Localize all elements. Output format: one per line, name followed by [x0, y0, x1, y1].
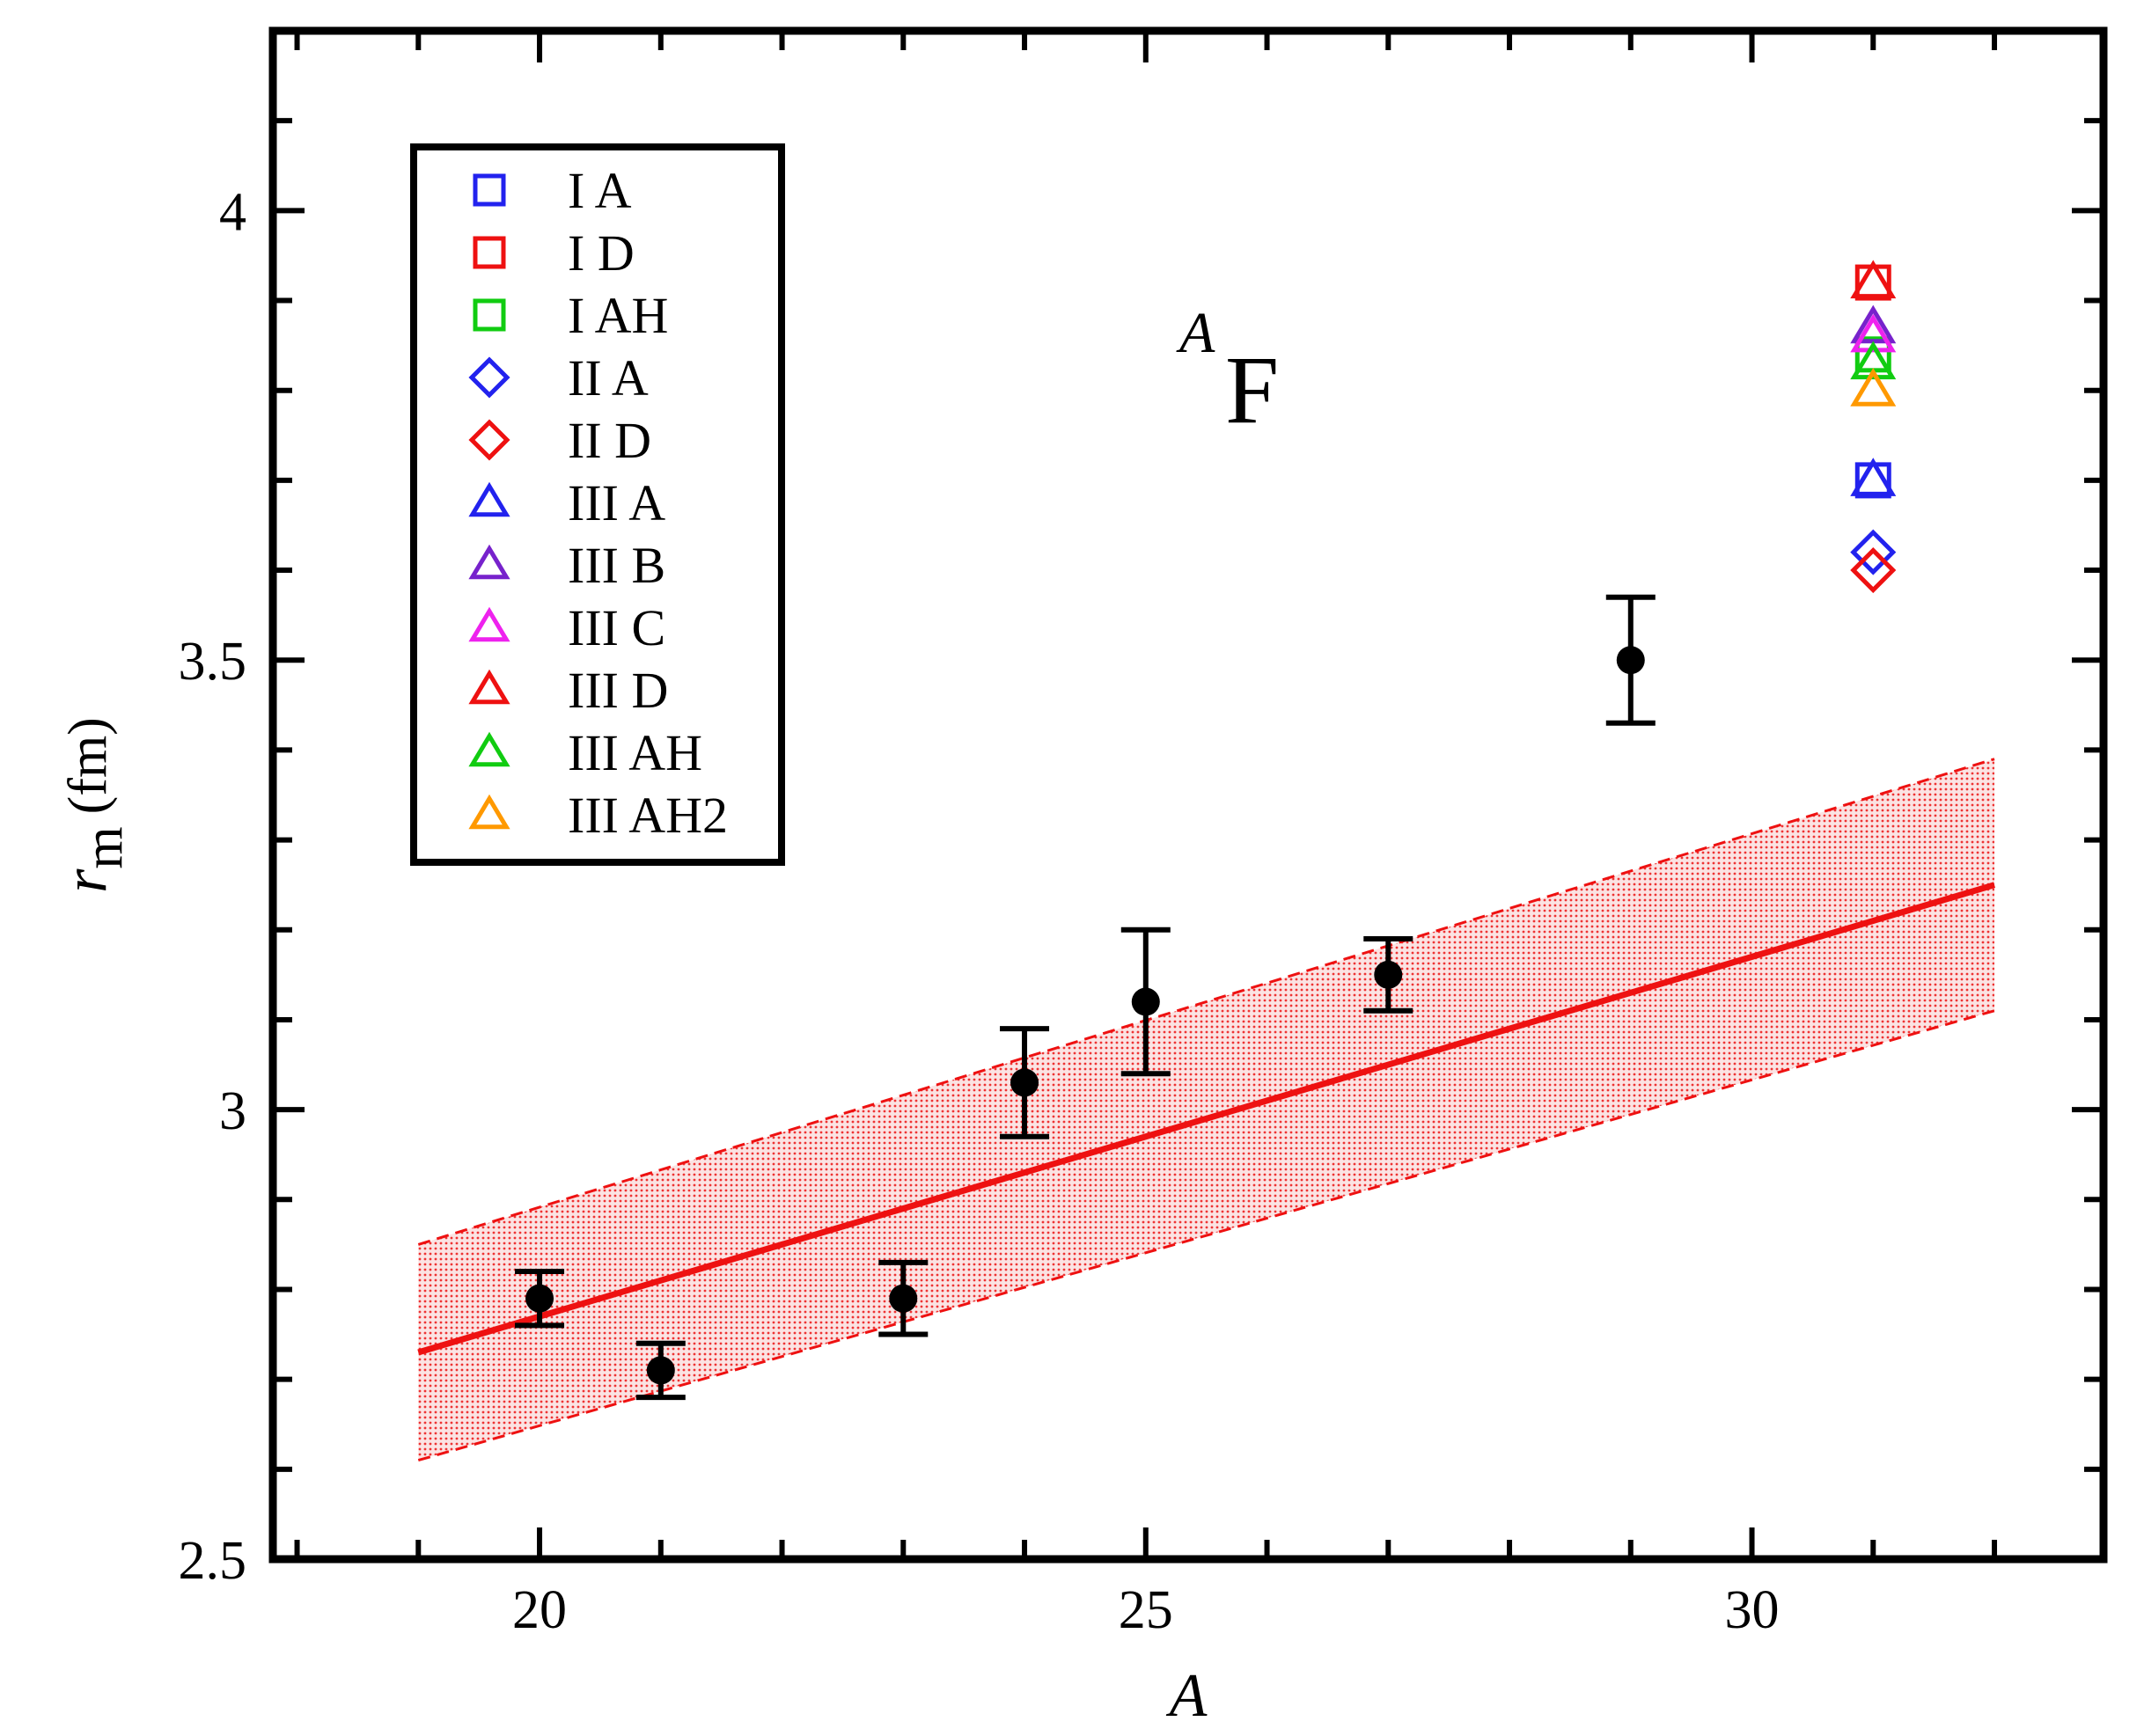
experiment-point [635, 1340, 686, 1401]
legend-entry: II A [468, 349, 649, 407]
legend-label: I AH [568, 287, 668, 344]
y-tick-label: 2.5 [179, 1531, 247, 1591]
experiment-point [1000, 1026, 1050, 1139]
legend-label: III B [568, 537, 665, 594]
data-point [525, 1284, 554, 1313]
uncertainty-band [418, 758, 1995, 1461]
y-tick-label: 4 [219, 182, 246, 242]
legend-marker [468, 356, 510, 399]
experiment-point [1120, 927, 1171, 1077]
legend-entry: III C [468, 599, 665, 656]
legend-label: II D [568, 412, 651, 469]
legend-label: I A [568, 162, 632, 219]
marker-ii-a [1850, 529, 1897, 575]
legend-entry: III A [468, 474, 665, 531]
experiment-point [1605, 594, 1656, 726]
legend-marker [468, 544, 510, 580]
data-point [1374, 960, 1403, 989]
y-axis-symbol: r [52, 868, 120, 893]
legend-entry: I AH [473, 287, 668, 344]
marker-iii-ah [1850, 341, 1897, 380]
legend-label: III A [568, 474, 665, 531]
y-tick-label: 3 [219, 1081, 246, 1141]
experiment-layer [515, 594, 1656, 1401]
band-lower-edge [417, 1009, 1995, 1462]
legend-entry: III B [468, 537, 665, 594]
legend-marker [468, 481, 510, 517]
legend-entry: III AH2 [468, 787, 728, 844]
legend-marker [468, 794, 510, 830]
data-point [1131, 987, 1160, 1016]
legend-marker [473, 173, 506, 207]
experiment-point [1363, 935, 1413, 1014]
data-point [1010, 1068, 1039, 1097]
data-point [1616, 646, 1645, 675]
panel-label-superscript: A [1176, 301, 1215, 365]
legend-marker [473, 236, 506, 269]
x-axis-title: A [1166, 1662, 1208, 1730]
fit-line [417, 882, 1996, 1356]
marker-iii-d [1850, 260, 1897, 299]
panel-label: F [1225, 336, 1279, 443]
x-tick-label: 30 [1725, 1580, 1780, 1640]
legend-marker [468, 731, 510, 767]
x-tick-label: 25 [1119, 1580, 1173, 1640]
legend-marker [468, 606, 510, 642]
legend-label: III C [568, 599, 665, 656]
legend-marker [468, 419, 510, 461]
y-tick-label: 3.5 [179, 632, 247, 692]
data-point [889, 1284, 918, 1313]
legend-entry: II D [468, 412, 651, 469]
legend-marker [473, 298, 506, 332]
legend-label: I D [568, 224, 635, 282]
experiment-point [515, 1269, 565, 1329]
legend-label: III AH [568, 724, 702, 781]
legend-entry: I A [473, 162, 632, 219]
plot-frame [268, 26, 2108, 1564]
y-axis-unit: (fm) [58, 717, 118, 814]
fit-line-layer [417, 882, 1996, 1356]
y-axis-subscript: m [74, 826, 134, 868]
marker-iii-c [1850, 313, 1897, 353]
legend-label: III AH2 [568, 787, 728, 844]
legend-label: III D [568, 662, 668, 719]
legend-entry: III AH [468, 724, 702, 781]
calculation-markers-layer [1850, 260, 1897, 594]
y-axis-title: rm (fm) [52, 717, 134, 893]
legend-entry: III D [468, 662, 668, 719]
marker-iii-a [1850, 458, 1897, 496]
data-point [646, 1356, 675, 1385]
marker-ii-d [1850, 547, 1897, 594]
axes-layer: 20 25 30 2.5 3 3.5 4 [179, 26, 2108, 1640]
legend-label: II A [568, 349, 649, 407]
x-tick-label: 20 [512, 1580, 567, 1640]
band-upper-edge [417, 758, 1995, 1246]
legend-marker [468, 669, 510, 705]
legend-entry: I D [473, 224, 635, 282]
experiment-point [878, 1259, 929, 1337]
marker-iii-ah2 [1850, 368, 1897, 407]
fit-band-layer [417, 758, 1995, 1462]
